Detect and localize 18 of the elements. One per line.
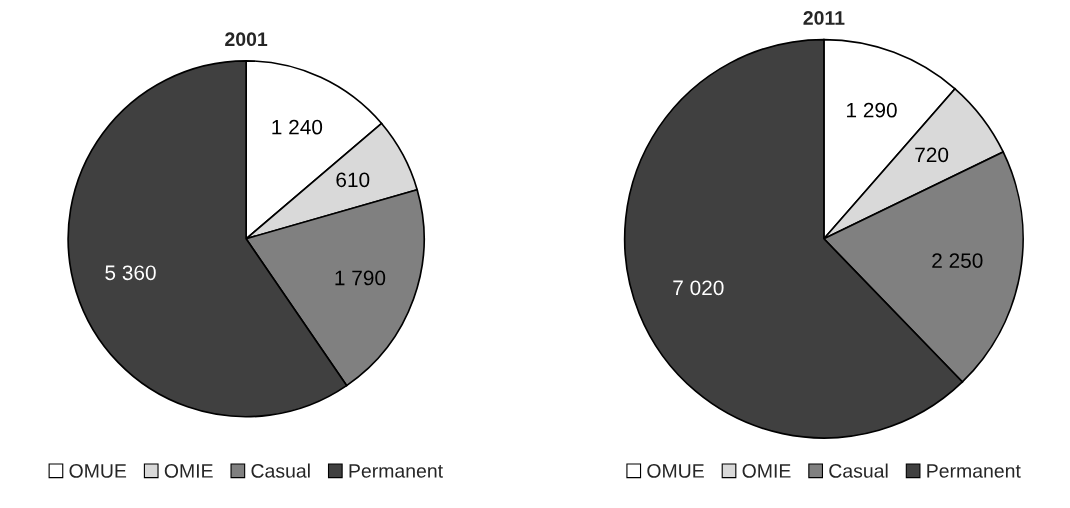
chart-title: 2001 [225,32,268,47]
legend-label: Casual [829,463,888,478]
data-label: 1 290 [847,102,897,118]
legend-label: Permanent [349,464,443,478]
chart-title: 2011 [803,11,845,25]
data-label: 2 250 [932,253,983,268]
data-label: 5 360 [105,265,156,281]
legend-label: OMUE [69,464,127,478]
legend-label: Permanent [927,464,1021,478]
data-label: 610 [336,172,370,188]
legend-label: Casual [251,463,310,478]
legend-label: OMUE [647,464,704,478]
data-label: 1 790 [335,270,386,286]
legend-label: OMIE [164,464,213,478]
data-label: 720 [915,147,949,163]
data-label: 1 240 [272,119,323,135]
legend-label: OMIE [742,464,791,478]
data-label: 7 020 [673,280,724,296]
